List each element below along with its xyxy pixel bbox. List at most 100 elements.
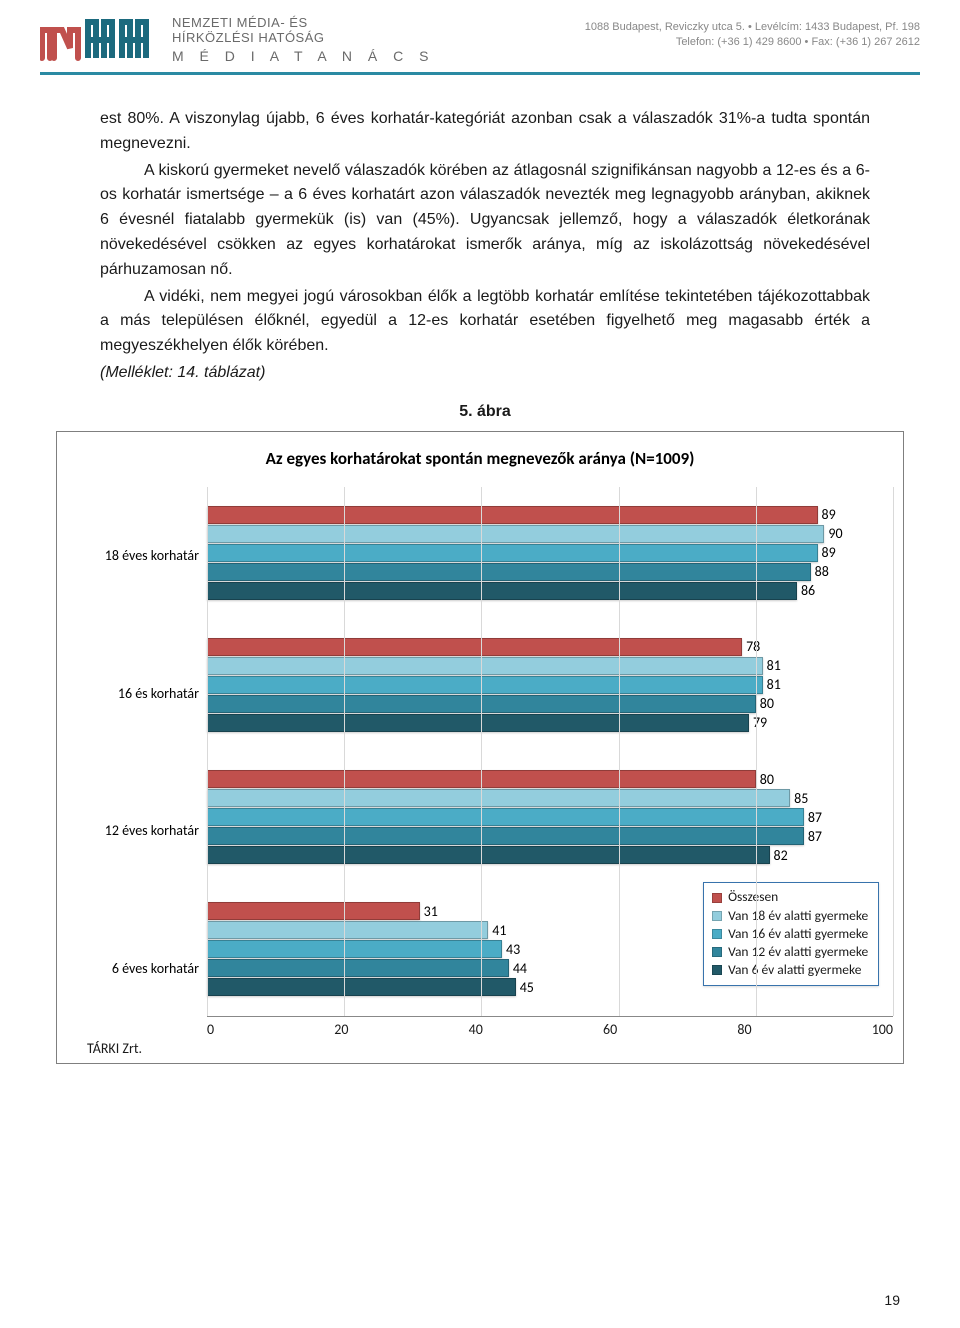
x-tick-label: 80: [737, 1021, 751, 1038]
bar: [207, 582, 797, 600]
nmhh-logo-icon: [40, 18, 160, 62]
legend-swatch: [712, 893, 722, 903]
chart-source: TÁRKI Zrt.: [67, 1040, 207, 1057]
bar-row: 87: [207, 808, 893, 826]
bar-row: 81: [207, 657, 893, 675]
bar-value-label: 41: [488, 921, 506, 939]
chart-legend: ÖsszesenVan 18 év alatti gyermekeVan 16 …: [703, 882, 879, 985]
bar-value-label: 81: [763, 676, 781, 694]
paragraph-1: est 80%. A viszonylag újabb, 6 éves korh…: [100, 107, 870, 157]
appendix-ref: (Melléklet: 14. táblázat): [100, 361, 870, 386]
org-name: NEMZETI MÉDIA- ÉS HÍRKÖZLÉSI HATÓSÁG M É…: [172, 16, 434, 64]
plot-area: 8990898886788181807980858787823141434445…: [207, 487, 893, 1038]
legend-label: Van 16 év alatti gyermeke: [728, 925, 868, 943]
bar: [207, 959, 509, 977]
page-header: NEMZETI MÉDIA- ÉS HÍRKÖZLÉSI HATÓSÁG M É…: [0, 0, 960, 68]
legend-item: Van 16 év alatti gyermeke: [712, 925, 868, 943]
bar: [207, 544, 818, 562]
bar-value-label: 79: [749, 714, 767, 732]
legend-label: Van 12 év alatti gyermeke: [728, 943, 868, 961]
bar: [207, 789, 790, 807]
bar-row: 82: [207, 846, 893, 864]
bar-row: 88: [207, 563, 893, 581]
bar: [207, 525, 824, 543]
paragraph-3: A vidéki, nem megyei jogú városokban élő…: [100, 285, 870, 359]
bar-value-label: 78: [742, 638, 760, 656]
y-axis-labels: 18 éves korhatár16 és korhatár12 éves ko…: [67, 487, 207, 1038]
bar: [207, 676, 763, 694]
contact-info: 1088 Budapest, Reviczky utca 5. • Levélc…: [585, 16, 920, 51]
bar-row: 89: [207, 544, 893, 562]
bar-row: 90: [207, 525, 893, 543]
bar-value-label: 89: [818, 506, 836, 524]
bar-row: 80: [207, 770, 893, 788]
bar-row: 78: [207, 638, 893, 656]
bar-value-label: 90: [824, 525, 842, 543]
bar-value-label: 88: [811, 563, 829, 581]
phone-line: Telefon: (+36 1) 429 8600 • Fax: (+36 1)…: [585, 35, 920, 50]
gridline: [481, 487, 482, 1016]
legend-item: Van 18 év alatti gyermeke: [712, 907, 868, 925]
bar: [207, 902, 420, 920]
x-axis: 0 20 40 60 80 100: [207, 1021, 893, 1038]
legend-item: Van 6 év alatti gyermeke: [712, 961, 868, 979]
address-line: 1088 Budapest, Reviczky utca 5. • Levélc…: [585, 20, 920, 35]
bar: [207, 638, 742, 656]
bar-value-label: 82: [770, 846, 788, 864]
legend-swatch: [712, 947, 722, 957]
bar-row: 79: [207, 714, 893, 732]
bar-value-label: 80: [756, 695, 774, 713]
legend-item: Összesen: [712, 888, 868, 906]
y-category-label: 18 éves korhatár: [67, 487, 207, 625]
org-line3: M É D I A T A N Á C S: [172, 48, 434, 64]
gridline: [893, 487, 894, 1016]
y-category-label: 12 éves korhatár: [67, 762, 207, 900]
gridline: [344, 487, 345, 1016]
bar-value-label: 80: [756, 770, 774, 788]
legend-swatch: [712, 911, 722, 921]
bar-group: 8990898886: [207, 487, 893, 619]
bar: [207, 846, 770, 864]
bar: [207, 978, 516, 996]
chart-body: 18 éves korhatár16 és korhatár12 éves ko…: [67, 487, 893, 1038]
x-tick-label: 100: [872, 1021, 893, 1038]
bar-value-label: 87: [804, 808, 822, 826]
bar-row: 89: [207, 506, 893, 524]
y-category-label: 16 és korhatár: [67, 624, 207, 762]
bar: [207, 827, 804, 845]
chart-frame: Az egyes korhatárokat spontán megnevezők…: [56, 431, 904, 1064]
bar-value-label: 81: [763, 657, 781, 675]
bar-value-label: 86: [797, 582, 815, 600]
bar-value-label: 45: [516, 978, 534, 996]
legend-label: Van 6 év alatti gyermeke: [728, 961, 861, 979]
org-line1: NEMZETI MÉDIA- ÉS: [172, 16, 434, 31]
legend-label: Van 18 év alatti gyermeke: [728, 907, 868, 925]
bar-value-label: 85: [790, 789, 808, 807]
bar-group: 7881818079: [207, 619, 893, 751]
figure-label: 5. ábra: [100, 400, 870, 425]
legend-label: Összesen: [728, 888, 778, 906]
bar-row: 85: [207, 789, 893, 807]
bar-value-label: 89: [818, 544, 836, 562]
bar: [207, 563, 811, 581]
bar-value-label: 44: [509, 959, 527, 977]
bar: [207, 657, 763, 675]
chart-footer: TÁRKI Zrt.: [67, 1040, 893, 1057]
x-tick-label: 0: [207, 1021, 214, 1038]
bar-row: 80: [207, 695, 893, 713]
bar: [207, 714, 749, 732]
page-number: 19: [884, 1292, 900, 1308]
bar-row: 86: [207, 582, 893, 600]
org-line2: HÍRKÖZLÉSI HATÓSÁG: [172, 31, 434, 46]
bar: [207, 940, 502, 958]
x-tick-label: 60: [603, 1021, 617, 1038]
x-tick-label: 40: [469, 1021, 483, 1038]
bar-row: 81: [207, 676, 893, 694]
bar-value-label: 87: [804, 827, 822, 845]
x-tick-label: 20: [334, 1021, 348, 1038]
bar-row: 87: [207, 827, 893, 845]
y-category-label: 6 éves korhatár: [67, 900, 207, 1038]
bar: [207, 506, 818, 524]
paragraph-2: A kiskorú gyermeket nevelő válaszadók kö…: [100, 159, 870, 283]
legend-swatch: [712, 965, 722, 975]
